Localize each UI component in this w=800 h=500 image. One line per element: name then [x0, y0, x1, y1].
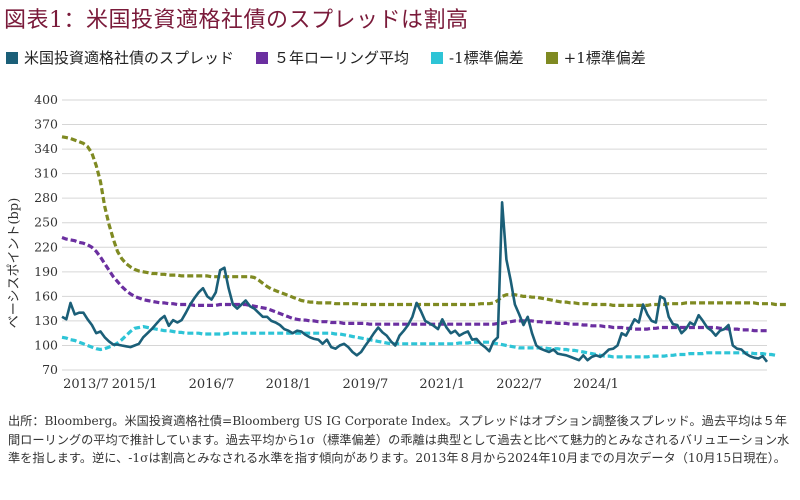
chart-legend: 米国投資適格社債のスプレッド ５年ローリング平均 -1標準偏差 +1標準偏差	[6, 47, 668, 68]
x-tick-2022-7: 2022/7	[496, 377, 542, 392]
y-tick-160: 160	[34, 288, 58, 303]
legend-label-rolling-average: ５年ローリング平均	[274, 49, 410, 67]
series-line-minus-1-sd	[61, 325, 776, 359]
x-tick-2024-1: 2024/1	[573, 377, 619, 392]
y-tick-190: 190	[34, 264, 58, 279]
legend-label-spread: 米国投資適格社債のスプレッド	[24, 49, 235, 67]
y-tick-400: 400	[34, 92, 58, 107]
y-tick-220: 220	[34, 239, 58, 254]
y-tick-310: 310	[34, 166, 58, 181]
series-lines	[61, 135, 789, 363]
y-tick-labels: 70 100 130 160 190 220 250 280 310 340 370 400	[34, 92, 58, 377]
spread-line-chart: 70 100 130 160 190 220 250 280 310 340 370 400 2013…	[7, 92, 789, 392]
legend-item-rolling-average: ５年ローリング平均	[256, 47, 409, 68]
y-tick-100: 100	[34, 337, 58, 352]
y-tick-280: 280	[34, 190, 58, 205]
series-line-rolling-average	[61, 236, 767, 333]
legend-swatch-minus-1-sd	[431, 51, 444, 64]
legend-item-minus-1-sd: -1標準偏差	[431, 47, 524, 68]
series-line-spread	[61, 201, 769, 363]
x-tick-2019-7: 2019/7	[342, 377, 388, 392]
y-tick-70: 70	[42, 362, 58, 377]
legend-item-plus-1-sd: +1標準偏差	[545, 47, 646, 68]
source-note: 出所：Bloomberg。米国投資適格社債=Bloomberg US IG Co…	[8, 414, 790, 465]
y-tick-250: 250	[34, 215, 58, 230]
legend-swatch-rolling-average	[256, 51, 269, 64]
x-tick-2015-1: 2015/1	[112, 377, 158, 392]
x-tick-2018-1: 2018/1	[266, 377, 312, 392]
y-tick-130: 130	[34, 313, 58, 328]
y-axis-label: ベーシスポイント(bp)	[7, 198, 22, 329]
x-tick-labels: 2013/7 2015/1 2016/7 2018/1 2019/7 2021/1 2022…	[63, 377, 619, 392]
y-tick-340: 340	[34, 141, 58, 156]
legend-swatch-spread	[6, 51, 18, 64]
legend-label-minus-1-sd: -1標準偏差	[449, 49, 524, 67]
x-tick-2013-7: 2013/7	[63, 377, 109, 392]
chart-title: 図表1：米国投資適格社債のスプレッドは割高	[4, 8, 469, 33]
legend-label-plus-1-sd: +1標準偏差	[563, 49, 646, 67]
legend-item-spread: 米国投資適格社債のスプレッド	[6, 47, 234, 68]
x-tick-2016-7: 2016/7	[189, 377, 235, 392]
y-tick-370: 370	[34, 117, 58, 132]
legend-swatch-plus-1-sd	[545, 51, 558, 64]
grid-lines	[62, 99, 767, 371]
series-line-plus-1-sd	[61, 135, 789, 307]
x-tick-2021-1: 2021/1	[419, 377, 465, 392]
